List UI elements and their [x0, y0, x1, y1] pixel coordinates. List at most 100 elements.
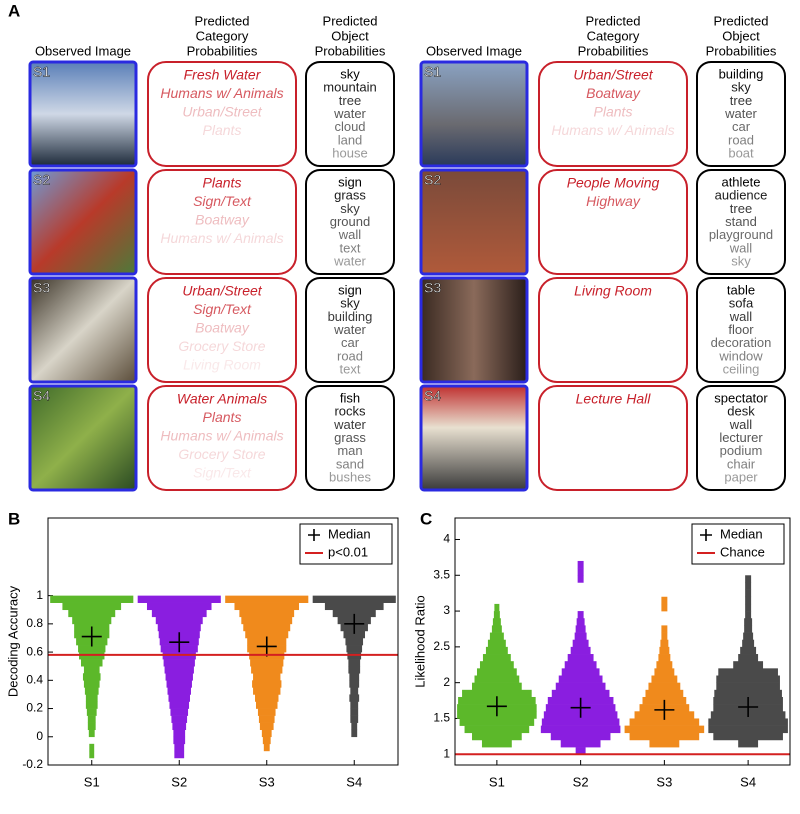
- y-tick-label: 1: [443, 746, 450, 760]
- object-prediction: podium: [720, 443, 763, 458]
- image-label: S4: [424, 388, 441, 404]
- distribution-bin: [170, 708, 189, 716]
- distribution-bin: [744, 618, 753, 626]
- object-prediction: lecturer: [719, 430, 763, 445]
- distribution-bin: [743, 632, 754, 641]
- category-prediction: Humans w/ Animals: [160, 428, 283, 444]
- distribution-bin: [474, 675, 520, 683]
- category-prediction: Plants: [203, 175, 242, 191]
- distribution-bin: [343, 630, 366, 639]
- median-marker: [256, 636, 277, 657]
- distribution-bin: [155, 616, 203, 625]
- object-prediction: fish: [340, 390, 360, 405]
- distribution-bin: [225, 595, 309, 603]
- column-header: Object: [722, 28, 760, 43]
- distribution-bin: [173, 736, 186, 745]
- observed-image: [419, 168, 529, 276]
- distribution-bin: [472, 682, 522, 691]
- category-prediction: Boatway: [195, 320, 250, 336]
- observed-image: [419, 276, 529, 384]
- object-prediction: car: [341, 335, 360, 350]
- category-prediction: Plants: [203, 122, 242, 138]
- distribution-bin: [745, 575, 752, 583]
- object-box: [696, 385, 786, 491]
- y-tick-label: -0.2: [22, 757, 43, 771]
- y-axis-label: Likelihood Ratio: [412, 595, 427, 688]
- object-prediction: sign: [338, 174, 362, 189]
- y-tick-label: 2: [443, 675, 450, 689]
- object-prediction: text: [340, 240, 361, 255]
- distribution-bin: [137, 595, 221, 603]
- distribution-bin: [84, 687, 99, 695]
- distribution-bin: [564, 661, 597, 669]
- distribution-bin: [350, 708, 359, 716]
- image-label: S3: [33, 280, 50, 296]
- distribution-bin: [83, 666, 100, 674]
- panel-label: A: [8, 1, 20, 20]
- distribution-bin: [72, 616, 112, 625]
- object-prediction: paper: [724, 470, 758, 485]
- distribution-bin: [648, 682, 681, 691]
- object-prediction: road: [728, 132, 754, 147]
- median-marker: [486, 696, 507, 717]
- distribution-bin: [576, 618, 585, 626]
- distribution-bin: [733, 661, 764, 669]
- distribution-bin: [489, 632, 504, 641]
- distribution-bin: [350, 715, 359, 723]
- distribution-bin: [551, 689, 610, 698]
- distribution-bin: [259, 722, 274, 731]
- object-prediction: building: [328, 309, 373, 324]
- distribution-bin: [312, 595, 396, 603]
- distribution-bin: [660, 639, 669, 648]
- distribution-bin: [349, 673, 360, 681]
- distribution-bin: [494, 603, 500, 612]
- y-tick-label: 0.4: [26, 672, 43, 686]
- distribution-bin: [89, 743, 95, 752]
- distribution-bin: [714, 689, 782, 698]
- image-label: S1: [424, 64, 441, 80]
- distribution-bin: [567, 654, 594, 662]
- category-prediction: Lecture Hall: [576, 391, 652, 407]
- column-header: Category: [587, 28, 640, 43]
- distribution-bin: [738, 654, 759, 662]
- distribution-bin: [86, 708, 97, 716]
- distribution-bin: [255, 694, 279, 702]
- distribution-bin: [661, 603, 668, 612]
- distribution-bin: [540, 725, 621, 734]
- category-box: [538, 61, 688, 167]
- distribution-bin: [658, 654, 671, 662]
- x-tick-label: S1: [489, 774, 505, 789]
- object-prediction: sky: [340, 66, 360, 81]
- distribution-bin: [164, 666, 194, 674]
- median-marker: [81, 626, 102, 647]
- y-tick-label: 0: [36, 729, 43, 743]
- distribution-bin: [87, 715, 96, 723]
- image-label: S4: [33, 388, 50, 404]
- distribution-bin: [253, 687, 281, 695]
- distribution-bin: [558, 675, 603, 683]
- legend-label: Median: [328, 526, 371, 541]
- object-box: [305, 169, 395, 275]
- distribution-bin: [62, 602, 122, 611]
- distribution-bin: [459, 718, 535, 726]
- distribution-bin: [561, 668, 600, 676]
- median-marker: [654, 699, 675, 720]
- distribution-bin: [661, 596, 668, 605]
- category-prediction: Sign/Text: [193, 193, 252, 209]
- column-header: Category: [196, 28, 249, 43]
- object-prediction: window: [718, 348, 763, 363]
- distribution-bin: [349, 680, 360, 688]
- object-prediction: sky: [731, 80, 751, 95]
- category-prediction: Urban/Street: [573, 67, 653, 83]
- distribution-bin: [251, 666, 283, 674]
- object-prediction: wall: [729, 417, 753, 432]
- column-header: Predicted: [195, 13, 250, 28]
- plot-frame: [47, 517, 399, 766]
- category-prediction: Sign/Text: [193, 301, 252, 317]
- object-prediction: house: [332, 146, 367, 161]
- distribution-bin: [745, 611, 752, 619]
- distribution-bin: [258, 715, 275, 723]
- distribution-bin: [487, 639, 506, 648]
- object-prediction: road: [337, 348, 363, 363]
